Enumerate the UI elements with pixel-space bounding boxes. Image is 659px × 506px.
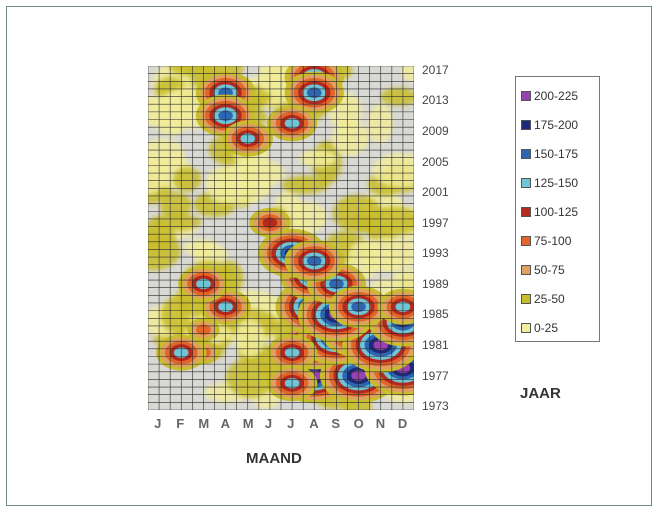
x-axis-label: MAAND <box>246 450 302 467</box>
legend-swatch <box>521 119 531 130</box>
legend-item: 175-200 <box>521 110 599 139</box>
legend-item: 50-75 <box>521 255 599 284</box>
legend-label: 50-75 <box>534 262 565 277</box>
legend-item: 125-150 <box>521 168 599 197</box>
y-tick-label: 2013 <box>422 93 449 108</box>
y-tick-label: 1977 <box>422 368 449 383</box>
legend-swatch <box>521 235 531 246</box>
legend-swatch <box>521 90 531 101</box>
base-patch <box>226 357 276 398</box>
grid-lines <box>148 66 414 410</box>
y-tick-label: 2005 <box>422 154 449 169</box>
base-patch <box>401 66 414 83</box>
legend-item: 25-50 <box>521 284 599 313</box>
base-patch <box>148 155 167 195</box>
y-axis-label: JAAR <box>520 385 561 402</box>
legend-label: 25-50 <box>534 291 565 306</box>
y-tick-label: 1985 <box>422 307 449 322</box>
x-tick-label: M <box>242 416 254 431</box>
base-patch <box>372 153 414 188</box>
legend-item: 200-225 <box>521 81 599 110</box>
x-tick-label: M <box>198 416 210 431</box>
legend-swatch <box>521 148 531 159</box>
legend-label: 175-200 <box>534 117 579 132</box>
legend-item: 150-175 <box>521 139 599 168</box>
legend-swatch <box>521 206 531 217</box>
y-tick-label: 1981 <box>422 338 449 353</box>
y-tick-label: 1997 <box>422 215 449 230</box>
legend: 200-225 175-200 150-175 125-150 100-125 75-10… <box>515 76 600 342</box>
legend-label: 150-175 <box>534 146 579 161</box>
y-tick-label: 2001 <box>422 185 449 200</box>
base-patch <box>234 318 266 358</box>
hotspot <box>377 288 414 325</box>
x-tick-label: A <box>309 416 319 431</box>
legend-swatch <box>521 177 531 188</box>
y-tick-label: 2017 <box>422 62 449 77</box>
y-tick-label: 1973 <box>422 399 449 414</box>
x-tick-label: N <box>375 416 386 431</box>
base-patch <box>281 175 329 194</box>
x-tick-label: J <box>287 416 295 431</box>
x-tick-label: J <box>264 416 273 431</box>
legend-item: 0-25 <box>521 313 599 342</box>
x-tick-label: F <box>176 416 185 431</box>
base-patch <box>332 119 369 156</box>
base-patch <box>148 95 170 126</box>
x-tick-label: J <box>154 416 162 431</box>
y-tick-label: 2009 <box>422 123 449 138</box>
legend-item: 100-125 <box>521 197 599 226</box>
legend-label: 0-25 <box>534 320 559 335</box>
legend-swatch <box>521 264 531 275</box>
legend-swatch <box>521 293 531 304</box>
legend-label: 100-125 <box>534 204 579 219</box>
base-patch <box>148 221 176 253</box>
base-patch <box>159 191 192 219</box>
base-patch <box>299 149 337 168</box>
heatmap <box>148 66 414 410</box>
x-tick-label: S <box>331 416 341 431</box>
x-tick-label: O <box>353 416 364 431</box>
y-tick-label: 1989 <box>422 276 449 291</box>
legend-swatch <box>521 322 531 333</box>
x-tick-label: D <box>397 416 408 431</box>
x-tick-label: A <box>220 416 230 431</box>
y-tick-label: 1993 <box>422 246 449 261</box>
legend-label: 200-225 <box>534 88 579 103</box>
legend-label: 75-100 <box>534 233 572 248</box>
legend-label: 125-150 <box>534 175 579 190</box>
legend-item: 75-100 <box>521 226 599 255</box>
